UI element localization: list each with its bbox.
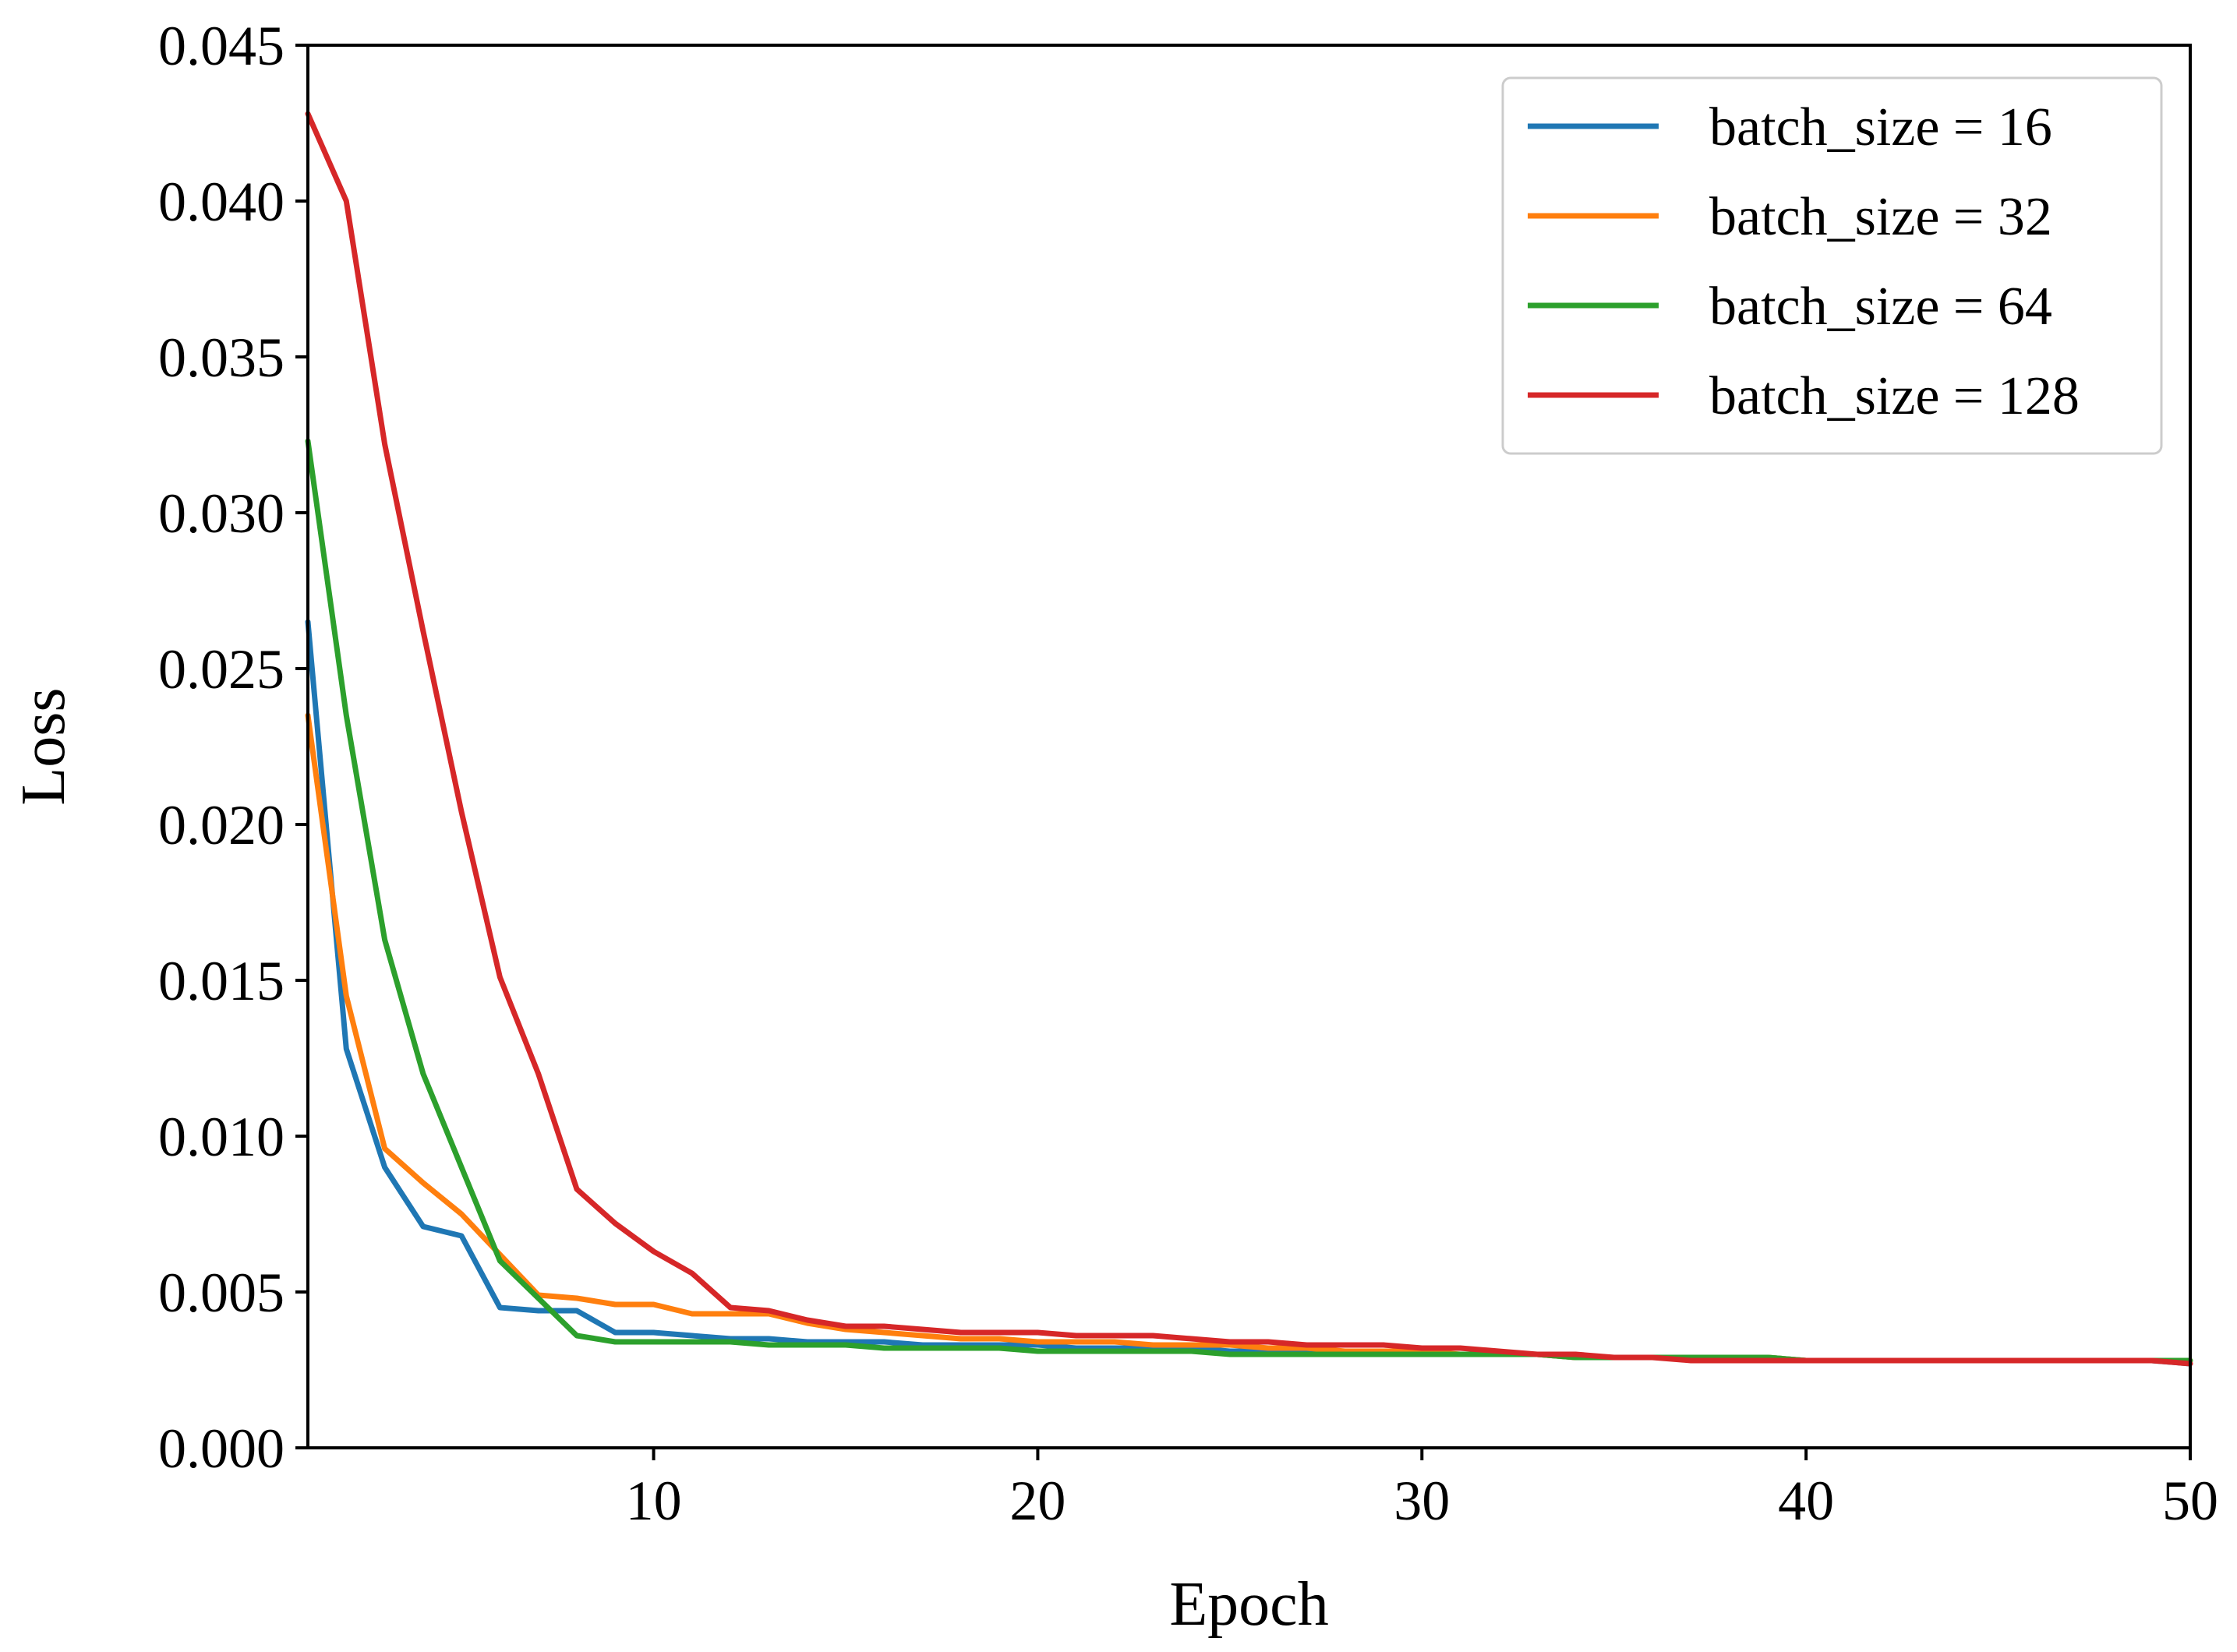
x-axis-title: Epoch xyxy=(1169,1570,1328,1639)
x-axis: 10 20 30 40 50 xyxy=(626,1448,2218,1532)
x-tick-label: 20 xyxy=(1009,1470,1065,1532)
x-tick-label: 50 xyxy=(2162,1470,2218,1532)
y-tick-label: 0.030 xyxy=(158,482,284,545)
y-tick-label: 0.045 xyxy=(158,15,284,77)
y-axis: 0.000 0.005 0.010 0.015 0.020 0.025 0.030 0.035… xyxy=(158,15,308,1480)
y-axis-title: Loss xyxy=(9,687,78,805)
y-tick-label: 0.040 xyxy=(158,171,284,233)
series-line-4 xyxy=(305,111,2193,1367)
series-line-3 xyxy=(305,438,2193,1364)
legend-box xyxy=(1501,76,2163,455)
x-tick-label: 30 xyxy=(1394,1470,1450,1532)
y-tick-label: 0.000 xyxy=(158,1417,284,1480)
legend-label-3: batch_size = 64 xyxy=(1709,277,2052,337)
y-tick-label: 0.015 xyxy=(158,950,284,1012)
series-line-2 xyxy=(305,712,2193,1364)
legend-label-4: batch_size = 128 xyxy=(1709,366,2080,426)
legend-label-1: batch_size = 16 xyxy=(1709,97,2052,157)
plot-lines xyxy=(305,111,2193,1367)
plot-frame xyxy=(306,44,2192,1449)
y-tick-label: 0.005 xyxy=(158,1262,284,1324)
y-tick-label: 0.010 xyxy=(158,1106,284,1168)
y-tick-label: 0.020 xyxy=(158,794,284,856)
series-line-1 xyxy=(305,619,2193,1367)
legend: batch_size = 16 batch_size = 32 batch_size… xyxy=(1501,76,2163,455)
x-tick-label: 10 xyxy=(626,1470,682,1532)
legend-label-2: batch_size = 32 xyxy=(1709,187,2052,247)
x-tick-label: 40 xyxy=(1778,1470,1834,1532)
y-tick-label: 0.035 xyxy=(158,327,284,389)
y-tick-label: 0.025 xyxy=(158,638,284,701)
